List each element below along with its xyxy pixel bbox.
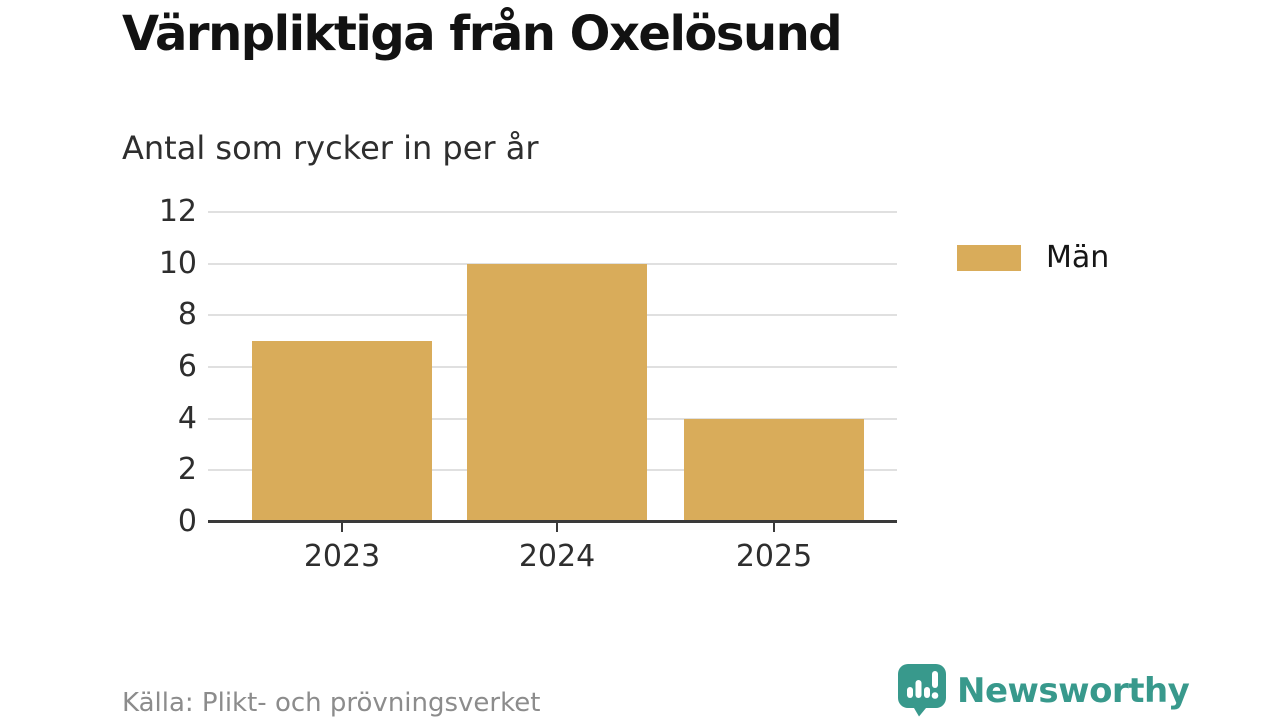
legend-swatch-men	[957, 245, 1021, 271]
source-attribution: Källa: Plikt- och prövningsverket	[122, 688, 541, 718]
x-axis-tick-2023	[341, 523, 343, 532]
bar-2023	[252, 341, 432, 522]
newsworthy-wordmark: Newsworthy	[957, 670, 1190, 711]
y-axis-label-12: 12	[158, 194, 197, 229]
newsworthy-logo: Newsworthy	[898, 664, 1190, 717]
y-axis-label-4: 4	[177, 400, 197, 436]
legend: Män	[957, 240, 1110, 275]
gridline-y-12	[208, 211, 897, 213]
x-axis-tick-2025	[773, 523, 775, 532]
x-axis-label-2024: 2024	[518, 539, 596, 574]
y-axis-label-6: 6	[177, 349, 197, 384]
chart-subtitle: Antal som rycker in per år	[122, 129, 539, 167]
y-axis-label-10: 10	[158, 245, 197, 281]
x-axis-line	[208, 520, 897, 523]
y-axis-label-2: 2	[177, 452, 197, 488]
x-axis-tick-2024	[556, 523, 558, 532]
chart-title: Värnpliktiga från Oxelösund	[122, 6, 843, 62]
y-axis-label-8: 8	[177, 297, 197, 333]
y-axis-label-0: 0	[177, 504, 197, 539]
bar-2025	[684, 418, 864, 522]
legend-label-men: Män	[1046, 240, 1110, 275]
x-axis-label-2023: 2023	[303, 539, 381, 574]
newsworthy-chart-bubble-icon	[898, 664, 946, 717]
bar-2024	[467, 263, 647, 522]
x-axis-label-2025: 2025	[735, 539, 813, 574]
